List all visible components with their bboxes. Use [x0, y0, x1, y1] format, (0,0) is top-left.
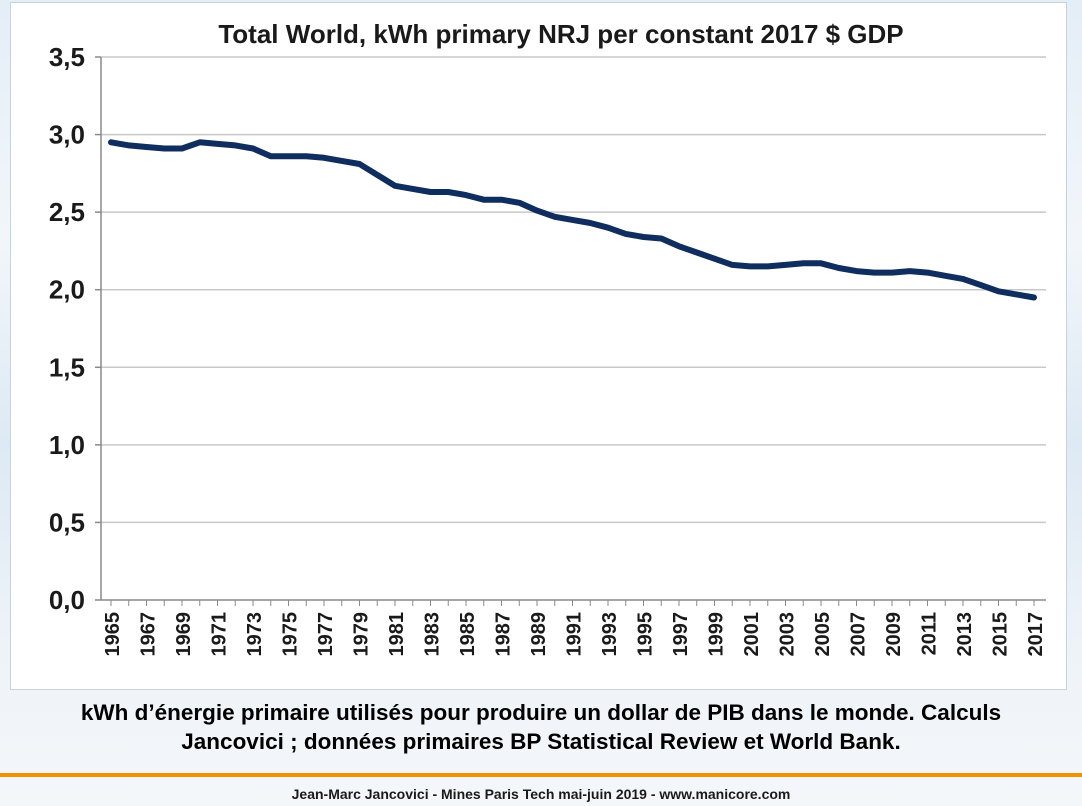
x-tick-label: 1965 [102, 612, 124, 657]
caption-line-1: kWh d’énergie primaire utilisés pour pro… [80, 700, 1002, 725]
x-tick-label: 2001 [741, 612, 763, 657]
y-tick-label: 2,5 [49, 197, 85, 227]
footer-divider [0, 773, 1082, 777]
x-tick-label: 1999 [706, 612, 728, 657]
x-tick-label: 1981 [386, 612, 408, 657]
x-axis-ticks: 1965 1967 1969 1971 1973 1975 1977 1979 1981 1983… [102, 612, 1047, 657]
axes [95, 56, 1046, 606]
grid-lines [101, 56, 1046, 524]
y-tick-label: 1,0 [49, 430, 85, 460]
line-chart: Total World, kWh primary NRJ per constan… [49, 19, 1047, 657]
x-tick-label: 2015 [990, 612, 1012, 657]
x-tick-label: 1971 [209, 612, 231, 657]
y-axis-ticks: 0,0 0,5 1,0 1,5 2,0 2,5 3,0 3,5 [49, 42, 85, 615]
x-tick-label: 2003 [777, 612, 799, 657]
chart-caption: kWh d’énergie primaire utilisés pour pro… [0, 698, 1082, 756]
x-tick-label: 1997 [670, 612, 692, 657]
chart-title: Total World, kWh primary NRJ per constan… [218, 19, 903, 49]
y-tick-label: 1,5 [49, 352, 85, 382]
x-tick-label: 1993 [599, 612, 621, 657]
x-tick-label: 2011 [919, 612, 941, 655]
x-tick-label: 1985 [457, 612, 479, 657]
x-tick-label: 2007 [848, 612, 870, 657]
x-tick-label: 1987 [493, 612, 515, 657]
series-layer [108, 139, 1037, 301]
x-tick-label: 1995 [635, 612, 657, 657]
x-tick-label: 2017 [1025, 612, 1047, 657]
x-tick-label: 1975 [280, 612, 302, 657]
x-tick-label: 1983 [422, 612, 444, 657]
y-tick-label: 0,0 [49, 585, 85, 615]
chart-panel: Total World, kWh primary NRJ per constan… [10, 2, 1067, 690]
y-tick-label: 3,0 [49, 120, 85, 150]
x-tick-label: 1967 [138, 612, 160, 657]
y-tick-label: 3,5 [49, 42, 85, 72]
x-tick-label: 2013 [954, 612, 976, 657]
x-tick-label: 1973 [244, 612, 266, 657]
x-tick-label: 1979 [351, 612, 373, 657]
x-tick-label: 2009 [883, 612, 905, 657]
y-tick-label: 0,5 [49, 507, 85, 537]
x-tick-label: 1991 [564, 612, 586, 657]
x-tick-label: 1989 [528, 612, 550, 657]
x-tick-label: 2005 [812, 612, 834, 657]
x-tick-label: 1977 [315, 612, 337, 657]
x-tick-label: 1969 [173, 612, 195, 657]
caption-line-2: Jancovici ; données primaires BP Statist… [181, 729, 901, 754]
footer-credit: Jean-Marc Jancovici - Mines Paris Tech m… [291, 786, 791, 802]
y-tick-label: 2,0 [49, 275, 85, 305]
